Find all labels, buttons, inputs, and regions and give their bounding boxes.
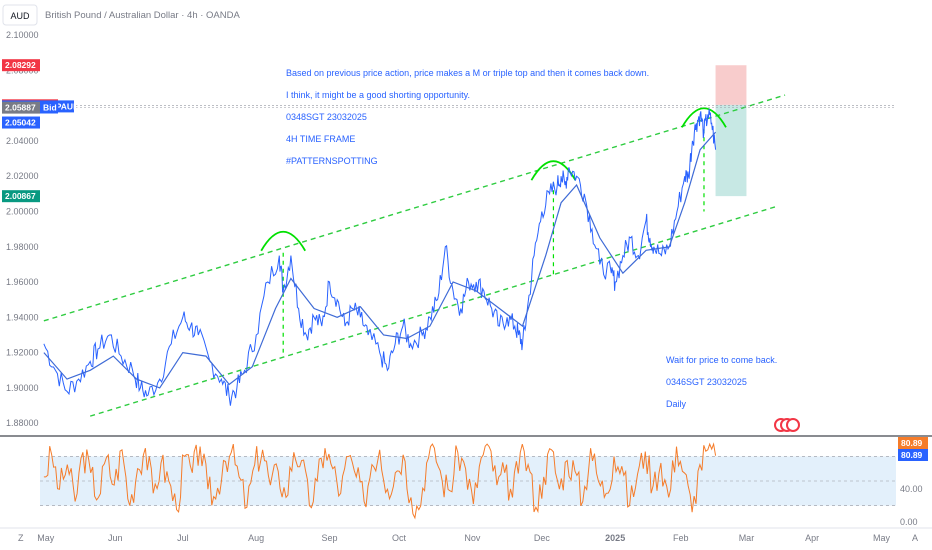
event-icon[interactable] <box>786 418 800 432</box>
time-tick-label: Dec <box>534 533 551 543</box>
peak-arc[interactable] <box>260 231 306 252</box>
time-tick-label: Aug <box>248 533 264 543</box>
symbol-button-label[interactable]: AUD <box>10 11 30 21</box>
channel-line-lower[interactable] <box>89 205 778 417</box>
price-tag-value: 2.00867 <box>5 191 36 201</box>
price-line <box>43 108 717 406</box>
oscillator-value-tag <box>898 449 928 461</box>
price-tag-value: 2.08292 <box>5 60 36 70</box>
price-tag-value: 2.05042 <box>5 118 36 128</box>
time-axis: May Jun Jul Aug Sep Oct Nov Dec 2025 Feb Mar Apr May <box>37 533 890 543</box>
moving-average-line <box>43 131 717 389</box>
annotation-line: Based on previous price action, price ma… <box>286 68 649 78</box>
symbol-button[interactable] <box>2 4 38 26</box>
oscillator-value-tag <box>898 437 928 449</box>
price-tag-value: 2.05887 <box>5 103 36 113</box>
price-tag <box>2 116 40 129</box>
annotation-top[interactable]: Based on previous price action, price ma… <box>286 68 649 166</box>
peak-arc[interactable] <box>681 107 727 128</box>
annotation-line: 0348SGT 23032025 <box>286 112 367 122</box>
oscillator-line <box>43 442 717 520</box>
channel-lines <box>43 94 786 417</box>
price-tag-label: Bid <box>43 102 57 112</box>
price-tick-label: 1.96000 <box>6 277 39 287</box>
annotation-line: I think, it might be a good shorting opp… <box>286 90 470 100</box>
price-tick-label: 2.10000 <box>6 30 39 40</box>
event-icons[interactable] <box>774 418 800 432</box>
price-tick-label: 1.98000 <box>6 242 39 252</box>
peak-markers <box>260 107 727 353</box>
price-tags: 2.082922.06018Ask2.05956GBPAUD2.05894Bid… <box>2 59 79 203</box>
chart-frame <box>0 435 932 529</box>
stop-loss-zone[interactable] <box>715 65 747 105</box>
price-tick-label: 2.02000 <box>6 171 39 181</box>
annotation-line: Daily <box>666 399 687 409</box>
time-tick-label: May <box>873 533 891 543</box>
time-tick-label: Oct <box>392 533 407 543</box>
price-tick-label: 2.04000 <box>6 136 39 146</box>
annotation-line: 0346SGT 23032025 <box>666 377 747 387</box>
price-tick-label: 1.88000 <box>6 418 39 428</box>
price-tick-label: 1.90000 <box>6 383 39 393</box>
annotation-line: Wait for price to come back. <box>666 355 777 365</box>
price-tick-label: 1.94000 <box>6 312 39 322</box>
price-series <box>43 108 717 406</box>
time-tick-label: Feb <box>673 533 689 543</box>
oscillator-value-text: 80.89 <box>901 438 923 448</box>
position-zones <box>715 65 747 197</box>
price-tag-label: GBPAUD <box>43 101 79 111</box>
price-tick-label: 1.92000 <box>6 348 39 358</box>
channel-line-upper[interactable] <box>43 94 786 322</box>
oscillator-value-text: 80.89 <box>901 450 923 460</box>
time-tick-label: 2025 <box>605 533 625 543</box>
annotation-line: 4H TIME FRAME <box>286 134 355 144</box>
price-tag <box>2 101 40 114</box>
price-tag <box>2 59 40 72</box>
price-marker-lines <box>40 105 896 108</box>
time-tick-label: Jul <box>177 533 189 543</box>
header: AUD British Pound / Australian Dollar · … <box>2 4 240 26</box>
auto-scale-icon[interactable]: A <box>912 533 918 543</box>
annotation-bottom[interactable]: Wait for price to come back. 0346SGT 2303… <box>666 355 777 409</box>
time-tick-label: Mar <box>739 533 755 543</box>
time-tick-label: Apr <box>805 533 819 543</box>
oscillator-pane: 40.00 0.00 80.89 80.89 <box>40 437 928 527</box>
price-tick-label: 2.00000 <box>6 206 39 216</box>
chart-title: British Pound / Australian Dollar · 4h ·… <box>45 10 240 21</box>
time-tick-label: Jun <box>108 533 123 543</box>
bottom-bar: Z A <box>18 533 918 543</box>
timezone-icon[interactable]: Z <box>18 533 24 543</box>
time-tick-label: Sep <box>322 533 338 543</box>
peak-arc[interactable] <box>530 160 577 181</box>
time-tick-label: May <box>37 533 55 543</box>
price-tag <box>2 190 40 203</box>
annotation-line: #PATTERNSPOTTING <box>286 156 378 166</box>
oscillator-tick-label: 40.00 <box>900 484 923 494</box>
time-tick-label: Nov <box>464 533 481 543</box>
oscillator-tick-label: 0.00 <box>900 517 918 527</box>
